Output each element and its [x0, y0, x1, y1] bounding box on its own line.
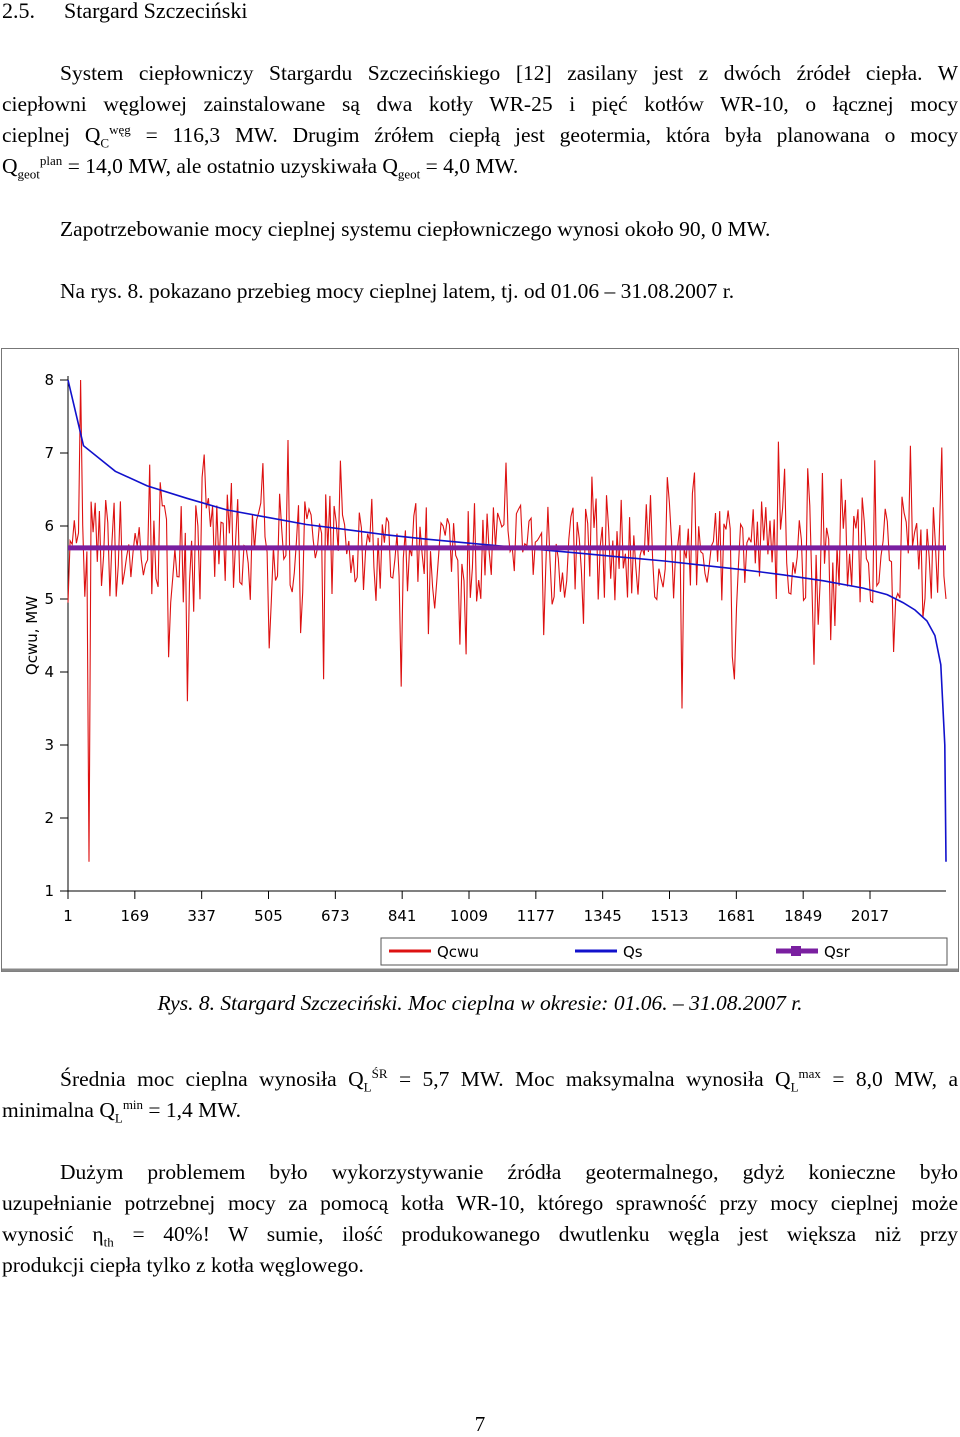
stats-paragraph: Średnia moc cieplna wynosiła QLŚR = 5,7 … [2, 1065, 958, 1126]
x-tick-label: 841 [388, 907, 417, 925]
y-axis-label: Qcwu, MW [23, 596, 41, 675]
problem-paragraph: Dużym problemem było wykorzystywanie źró… [2, 1157, 958, 1281]
qs-series-line [67, 379, 947, 862]
y-tick-label: 6 [44, 517, 54, 535]
intro-line-2: ciepłowni węglowej zainstalowane są dwa … [2, 92, 958, 116]
demand-paragraph: Zapotrzebowanie mocy cieplnej systemu ci… [2, 214, 958, 245]
qcwu-series [67, 379, 947, 862]
problem-line-3: wynosić ηth = 40%! W sumie, ilość produk… [2, 1222, 959, 1250]
problem-line-2: uzupełnianie potrzebnej mocy za pomocą k… [2, 1191, 958, 1215]
legend-marker [791, 946, 801, 956]
figure-caption: Rys. 8. Stargard Szczeciński. Moc ciepln… [157, 991, 803, 1015]
section-title: Stargard Szczeciński [64, 0, 248, 23]
x-tick-label: 1849 [784, 907, 822, 925]
y-tick-label: 2 [44, 809, 54, 827]
x-tick-label: 1009 [450, 907, 488, 925]
figure-ref-paragraph: Na rys. 8. pokazano przebieg mocy ciepln… [2, 276, 958, 307]
problem-line-1: Dużym problemem było wykorzystywanie źró… [60, 1160, 958, 1184]
qcwu-line [67, 379, 947, 862]
legend-label: Qsr [824, 943, 851, 961]
heat-power-chart: 1 2 3 4 5 6 7 8 1 169 337 505 673 841 1009 1177 1345 151… [1, 348, 959, 972]
x-tick-label: 1345 [584, 907, 622, 925]
section-heading: 2.5. Stargard Szczeciński [2, 0, 247, 26]
y-tick-label: 8 [44, 371, 54, 389]
x-tick-label: 169 [121, 907, 150, 925]
legend-box [380, 937, 948, 966]
y-tick-label: 5 [44, 590, 54, 608]
problem-line-4: produkcji ciepła tylko z kotła węglowego… [2, 1253, 364, 1277]
intro-paragraph: System ciepłowniczy Stargardu Szczecińsk… [2, 58, 958, 182]
y-tick-label: 7 [44, 444, 54, 462]
section-number: 2.5. [2, 0, 35, 23]
x-tick-label: 1681 [717, 907, 755, 925]
intro-line-3: cieplnej QCwęg = 116,3 MW. Drugim źrółem… [2, 121, 958, 151]
y-tick-label: 4 [44, 663, 54, 681]
demand-text: Zapotrzebowanie mocy cieplnej systemu ci… [60, 217, 771, 241]
y-tick-label: 1 [44, 882, 54, 900]
chart-frame [1, 348, 959, 972]
x-tick-label: 505 [254, 907, 283, 925]
x-tick-label: 1513 [650, 907, 688, 925]
legend-label: Qcwu [437, 943, 479, 961]
x-tick-label: 1177 [517, 907, 555, 925]
chart-legend: Qcwu Qs Qsr [380, 937, 948, 966]
x-tick-label: 2017 [851, 907, 889, 925]
x-tick-label: 1 [63, 907, 73, 925]
page-number: 7 [474, 1412, 486, 1436]
y-tick-label: 3 [44, 736, 54, 754]
legend-label: Qs [623, 943, 643, 961]
intro-line-4: Qgeotplan = 14,0 MW, ale ostatnio uzyski… [2, 152, 519, 182]
x-tick-label: 337 [187, 907, 216, 925]
x-tick-label: 673 [321, 907, 350, 925]
figure-ref-text: Na rys. 8. pokazano przebieg mocy ciepln… [60, 279, 735, 303]
intro-line-1: System ciepłowniczy Stargardu Szczecińsk… [60, 61, 958, 85]
